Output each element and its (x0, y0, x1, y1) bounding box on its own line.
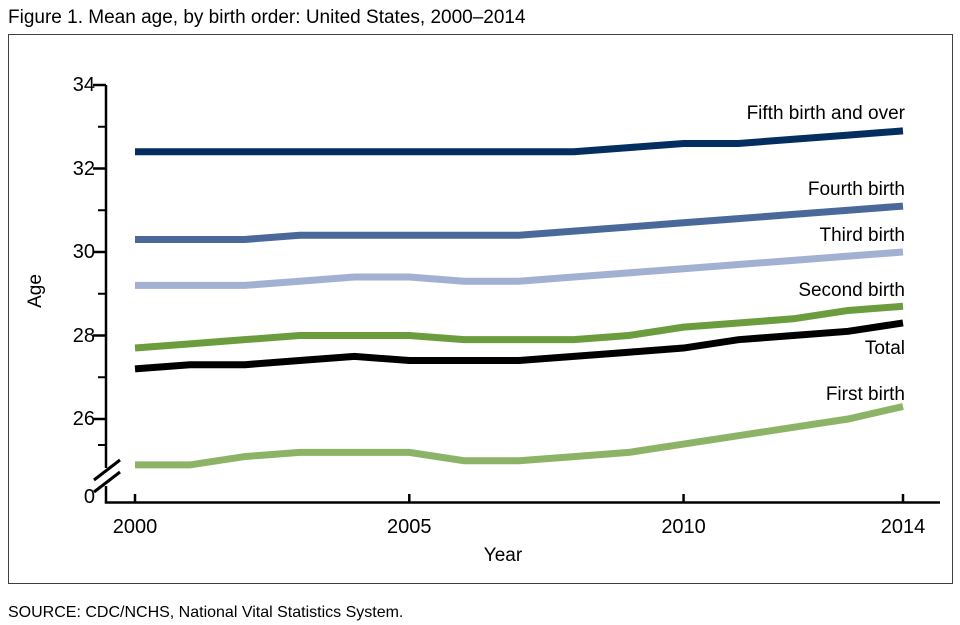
series-label-third-birth: Third birth (819, 225, 905, 246)
series-label-second-birth: Second birth (798, 280, 905, 301)
line-fifth-birth-and-over (135, 127, 904, 156)
chart-area (8, 34, 953, 584)
y-tick-label: 32 (72, 157, 95, 180)
figure-title: Figure 1. Mean age, by birth order: Unit… (8, 7, 526, 28)
x-axis-title: Year (483, 545, 523, 566)
series-label-fifth-birth-and-over: Fifth birth and over (746, 103, 905, 124)
line-third-birth (135, 248, 904, 289)
y-tick-label: 28 (72, 324, 95, 347)
series-label-first-birth: First birth (825, 384, 905, 405)
series-label-total: Total (864, 338, 905, 359)
y-tick-label: 30 (72, 241, 95, 263)
line-fourth-birth (135, 202, 904, 243)
line-first-birth (135, 403, 904, 469)
y-tick-label: 34 (72, 74, 95, 96)
x-tick-label: 2010 (661, 516, 706, 538)
x-tick-label: 2000 (112, 516, 158, 538)
y-axis-title: Age (25, 274, 46, 308)
series-label-fourth-birth: Fourth birth (807, 179, 905, 200)
y-tick-label: 26 (72, 408, 95, 430)
x-tick-label: 2005 (387, 516, 432, 538)
line-second-birth (134, 302, 904, 352)
line-total (134, 319, 904, 373)
source-note: SOURCE: CDC/NCHS, National Vital Statist… (8, 604, 404, 621)
y-tick-label: 0 (83, 486, 95, 508)
x-tick-label: 2014 (880, 516, 926, 538)
